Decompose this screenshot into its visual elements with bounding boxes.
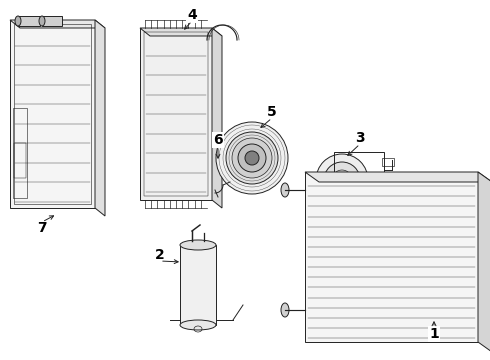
Bar <box>382 158 394 166</box>
Polygon shape <box>95 20 105 216</box>
Text: 6: 6 <box>213 133 223 147</box>
Ellipse shape <box>180 320 216 330</box>
Circle shape <box>245 151 259 165</box>
Bar <box>144 32 208 196</box>
Polygon shape <box>10 20 105 28</box>
Circle shape <box>226 132 278 184</box>
Bar <box>334 152 384 208</box>
Text: 5: 5 <box>267 105 277 119</box>
Ellipse shape <box>281 183 289 197</box>
Circle shape <box>238 144 266 172</box>
Polygon shape <box>305 172 490 182</box>
Circle shape <box>316 154 368 206</box>
Circle shape <box>324 162 360 198</box>
Bar <box>13 108 27 198</box>
Bar <box>305 172 478 342</box>
Text: 3: 3 <box>355 131 365 145</box>
Bar <box>14 143 26 178</box>
Text: 7: 7 <box>37 221 47 235</box>
Bar <box>42 16 62 26</box>
Bar <box>382 198 394 206</box>
Ellipse shape <box>15 16 21 26</box>
Bar <box>14 24 91 204</box>
Polygon shape <box>140 28 222 36</box>
Circle shape <box>232 138 272 178</box>
Polygon shape <box>212 28 222 208</box>
Bar <box>180 245 216 325</box>
Text: 1: 1 <box>429 327 439 341</box>
Polygon shape <box>478 172 490 352</box>
Text: 2: 2 <box>155 248 165 262</box>
Bar <box>10 20 95 208</box>
Bar <box>140 28 212 200</box>
Ellipse shape <box>39 16 45 26</box>
Bar <box>18 16 40 26</box>
Circle shape <box>337 175 347 185</box>
Circle shape <box>332 170 352 190</box>
Ellipse shape <box>180 240 216 250</box>
Ellipse shape <box>281 303 289 317</box>
Circle shape <box>216 122 288 194</box>
Text: 4: 4 <box>187 8 197 22</box>
